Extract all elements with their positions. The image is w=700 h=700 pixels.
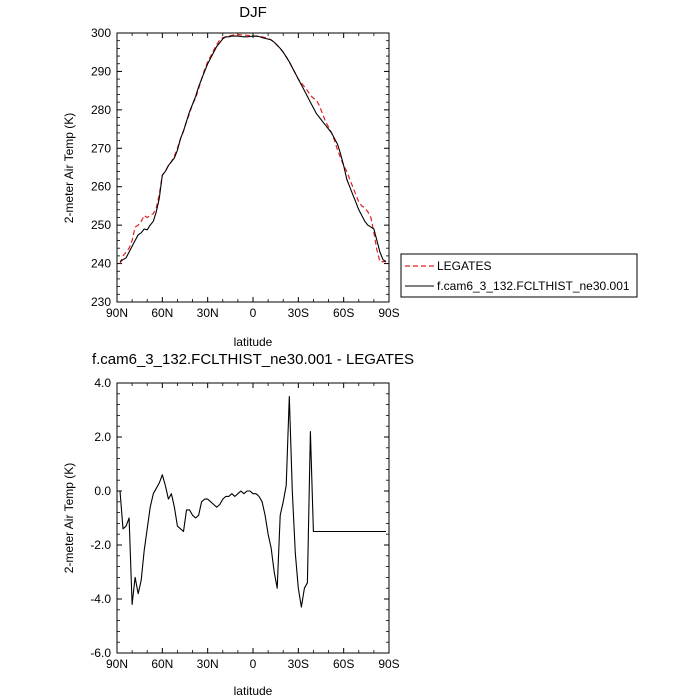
bottom-ytick-label: 2.0 [94, 430, 111, 444]
bottom-ytick-label: -4.0 [90, 592, 111, 606]
bottom-ytick-label: -6.0 [90, 646, 111, 660]
bottom-series-line-0 [119, 395, 386, 608]
bottom-xtick-label: 30N [197, 657, 219, 671]
bottom-panel-tick-labels: 90N 60N 30N 0 30S 60S 90S -6.0 -4.0 -2.0 0.0 2.0 4.0 [90, 376, 399, 671]
top-xtick-label: 60N [151, 306, 173, 320]
top-panel-xlabel: latitude [234, 335, 273, 349]
top-ytick-label: 250 [91, 218, 111, 232]
bottom-panel-xlabel: latitude [234, 684, 273, 698]
legend-box [400, 253, 638, 298]
top-panel-ylabel: 2-meter Air Temp (K) [62, 113, 76, 223]
bottom-xtick-label: 90N [106, 657, 128, 671]
top-xtick-label: 30S [288, 306, 309, 320]
top-xtick-label: 60S [333, 306, 354, 320]
top-xtick-label: 30N [197, 306, 219, 320]
top-ytick-label: 240 [91, 257, 111, 271]
top-panel-tick-labels: 90N 60N 30N 0 30S 60S 90S 230 240 250 260 270 280 290… [91, 26, 400, 320]
top-ytick-label: 270 [91, 141, 111, 155]
bottom-ytick-label: 0.0 [94, 484, 111, 498]
top-ytick-label: 300 [91, 26, 111, 40]
top-ytick-label: 280 [91, 103, 111, 117]
top-ytick-label: 290 [91, 64, 111, 78]
top-panel-series [119, 33, 387, 264]
top-panel-title: DJF [239, 4, 267, 21]
bottom-panel-title: f.cam6_3_132.FCLTHIST_ne30.001 - LEGATES [92, 351, 414, 368]
bottom-xtick-label: 30S [288, 657, 309, 671]
top-xtick-label: 90S [378, 306, 399, 320]
legend: LEGATES f.cam6_3_132.FCLTHIST_ne30.001 [400, 253, 638, 298]
bottom-xtick-label: 0 [250, 657, 257, 671]
bottom-panel-series [119, 395, 386, 608]
top-xtick-label: 0 [250, 306, 257, 320]
top-ytick-label: 230 [91, 295, 111, 309]
bottom-panel-ylabel: 2-meter Air Temp (K) [62, 463, 76, 573]
top-panel-ticks [116, 32, 390, 303]
top-ytick-label: 260 [91, 180, 111, 194]
bottom-ytick-label: -2.0 [90, 538, 111, 552]
bottom-panel-ticks [116, 382, 390, 654]
bottom-panel-difference: f.cam6_3_132.FCLTHIST_ne30.001 - LEGATES… [62, 351, 414, 698]
top-xtick-label: 90N [106, 306, 128, 320]
bottom-xtick-label: 60N [151, 657, 173, 671]
top-panel-frame [116, 32, 390, 303]
top-series-line-0 [119, 33, 386, 264]
legend-label-model: f.cam6_3_132.FCLTHIST_ne30.001 [437, 279, 630, 293]
bottom-ytick-label: 4.0 [94, 376, 111, 390]
top-series-line-1 [119, 35, 387, 263]
bottom-xtick-label: 90S [378, 657, 399, 671]
top-panel-djf: DJF 90N 60N 30N 0 30S 60S 90S 230 240 250 260 270 28… [62, 4, 638, 349]
legend-label-legates: LEGATES [437, 259, 491, 273]
bottom-panel-frame [116, 382, 390, 654]
bottom-xtick-label: 60S [333, 657, 354, 671]
